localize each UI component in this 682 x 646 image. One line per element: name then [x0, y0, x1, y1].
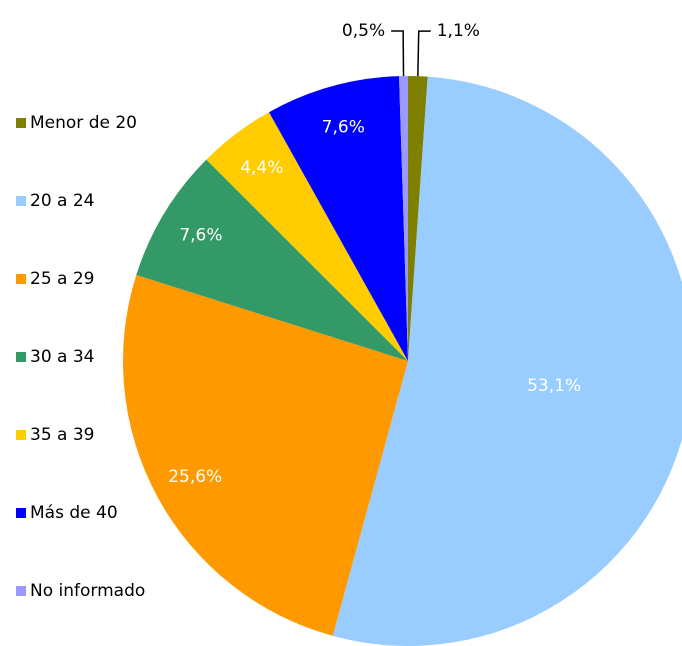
- leader-line: [391, 30, 405, 77]
- pie-slice: [269, 76, 408, 361]
- pie-slice: [408, 76, 428, 361]
- legend-swatch: [16, 196, 26, 206]
- data-label: 1,1%: [437, 21, 480, 41]
- legend-label: Menor de 20: [30, 113, 137, 133]
- legend-swatch: [16, 352, 26, 362]
- data-label: 53,1%: [527, 376, 581, 396]
- legend-label: 35 a 39: [30, 425, 95, 445]
- data-label: 7,6%: [179, 225, 222, 245]
- legend-label: 30 a 34: [30, 347, 95, 367]
- pie-slice: [122, 274, 409, 636]
- legend-swatch: [16, 508, 26, 518]
- data-label: 0,5%: [342, 21, 385, 41]
- legend-label: 20 a 24: [30, 191, 95, 211]
- data-label: 7,6%: [322, 118, 365, 138]
- data-label: 25,6%: [168, 467, 222, 487]
- legend-swatch: [16, 586, 26, 596]
- legend-label: No informado: [30, 581, 145, 601]
- pie-slice: [206, 112, 408, 361]
- data-label: 4,4%: [240, 158, 283, 178]
- legend-label: 25 a 29: [30, 269, 95, 289]
- legend-swatch: [16, 274, 26, 284]
- pie-slice: [136, 159, 408, 361]
- leader-line: [417, 30, 431, 77]
- pie-slice: [332, 76, 682, 646]
- legend-swatch: [16, 430, 26, 440]
- pie-slice: [399, 76, 408, 361]
- legend-label: Más de 40: [30, 503, 118, 523]
- legend-swatch: [16, 118, 26, 128]
